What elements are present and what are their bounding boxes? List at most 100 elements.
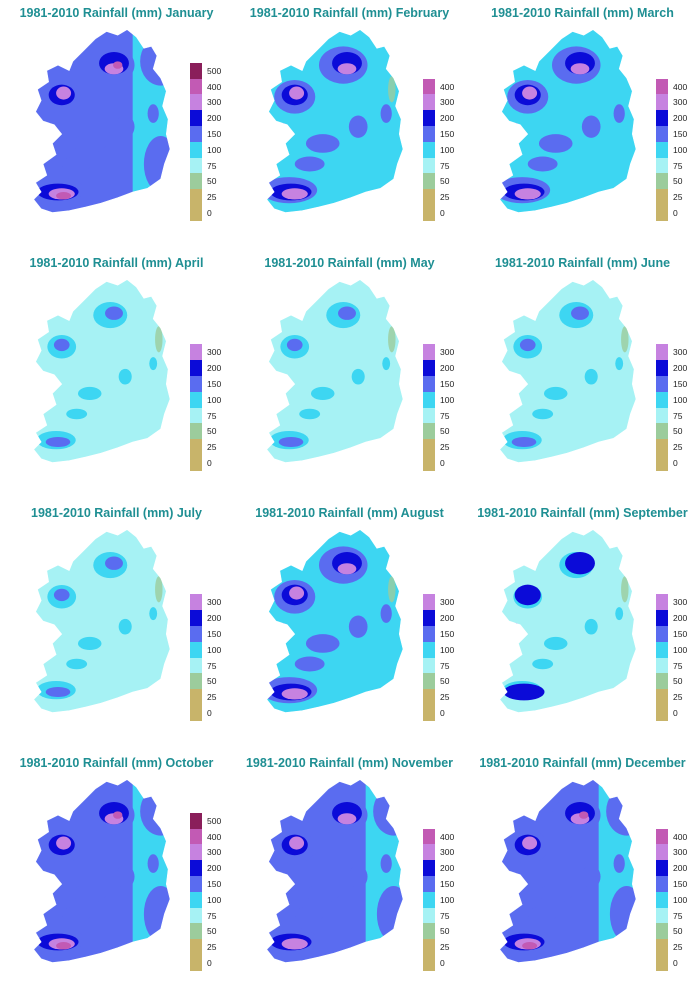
panel-title: 1981-2010 Rainfall (mm) November <box>245 756 454 770</box>
rainfall-zone <box>45 686 71 698</box>
rainfall-zone <box>289 836 305 850</box>
month-panel: 1981-2010 Rainfall (mm) March 400 300 200 15… <box>466 0 699 250</box>
rainfall-zone <box>571 306 589 320</box>
legend-label: 25 <box>673 692 683 703</box>
legend-swatch <box>190 78 202 95</box>
legend-label: 100 <box>207 894 222 905</box>
rainfall-zone <box>337 813 357 825</box>
legend-swatch <box>423 657 435 674</box>
legend-label: 50 <box>207 176 217 187</box>
rainfall-zone <box>509 622 521 635</box>
legend-label: 400 <box>673 81 688 92</box>
rainfall-zone <box>609 886 636 942</box>
legend-label: 50 <box>673 426 683 437</box>
legend-label: 200 <box>673 363 688 374</box>
ireland-rainfall-map <box>266 779 404 963</box>
legend-swatch <box>423 110 435 126</box>
legend-label: 100 <box>673 394 688 405</box>
rainfall-zone <box>388 576 396 603</box>
legend-swatch <box>656 689 668 705</box>
rainfall-zone <box>77 636 102 650</box>
legend-swatch <box>656 939 668 955</box>
rainfall-zone <box>337 63 357 75</box>
legend-label: 25 <box>207 942 217 953</box>
legend-label: 150 <box>673 629 688 639</box>
rainfall-zone <box>511 375 519 382</box>
legend-label: 300 <box>207 347 222 358</box>
legend-swatch <box>190 828 202 845</box>
legend-swatch <box>423 157 435 174</box>
legend-swatch <box>190 110 202 126</box>
legend-label: 0 <box>207 458 212 468</box>
legend-label: 0 <box>440 708 445 718</box>
legend-label: 75 <box>673 660 683 671</box>
panel-title: 1981-2010 Rainfall (mm) March <box>491 6 674 20</box>
rainfall-zone <box>310 386 335 400</box>
rainfall-zone <box>276 622 288 635</box>
legend-swatch <box>656 205 668 221</box>
ireland-rainfall-map <box>499 779 637 963</box>
panel-title: 1981-2010 Rainfall (mm) October <box>19 756 214 770</box>
legend-swatch <box>423 907 435 924</box>
legend-swatch <box>190 891 202 908</box>
legend-swatch <box>190 455 202 471</box>
legend-label: 25 <box>207 692 217 703</box>
rainfall-zone <box>149 357 158 371</box>
rainfall-zone <box>570 63 590 75</box>
rainfall-zone <box>72 134 107 153</box>
legend-swatch <box>656 641 668 658</box>
legend-label: 500 <box>207 65 222 76</box>
panel-title: 1981-2010 Rainfall (mm) June <box>494 256 671 270</box>
rainfall-zone <box>581 115 601 138</box>
rainfall-zone <box>276 872 288 885</box>
legend-swatch <box>190 923 202 940</box>
legend-swatch <box>423 673 435 690</box>
rainfall-zone <box>532 658 554 670</box>
legend-swatch <box>423 455 435 471</box>
legend-label: 75 <box>207 410 217 421</box>
legend-label: 150 <box>440 879 455 889</box>
legend-swatch <box>423 376 435 392</box>
legend-label: 75 <box>440 660 450 671</box>
legend-swatch <box>190 391 202 408</box>
legend-label: 200 <box>207 363 222 374</box>
legend-swatch <box>190 876 202 892</box>
legend-label: 150 <box>207 129 222 139</box>
legend-swatch <box>190 157 202 174</box>
legend-label: 150 <box>440 379 455 389</box>
month-panel: 1981-2010 Rainfall (mm) November 400 300 20… <box>233 750 466 1000</box>
legend-label: 300 <box>207 597 222 608</box>
rainfall-zone <box>61 906 92 922</box>
rainfall-zone <box>337 563 357 575</box>
ireland-rainfall-map <box>499 279 637 463</box>
ireland-rainfall-map <box>266 529 404 713</box>
legend-label: 50 <box>673 176 683 187</box>
rainfall-zone <box>155 576 163 603</box>
legend-label: 0 <box>207 708 212 718</box>
legend-swatch <box>656 360 668 376</box>
rainfall-zone <box>147 854 159 873</box>
month-panel: 1981-2010 Rainfall (mm) December 400 300 20… <box>466 750 699 1000</box>
legend-swatch <box>190 955 202 971</box>
rainfall-zone <box>348 615 368 638</box>
rainfall-zone <box>143 886 170 942</box>
rainfall-zone <box>522 942 538 950</box>
legend-swatch <box>190 189 202 205</box>
ireland-rainfall-map <box>266 279 404 463</box>
coastline <box>499 29 637 213</box>
month-panel: 1981-2010 Rainfall (mm) September 300 200 1… <box>466 500 699 750</box>
rainfall-zone <box>113 811 123 819</box>
legend-label: 75 <box>207 660 217 671</box>
legend-swatch <box>423 126 435 142</box>
panel-title: 1981-2010 Rainfall (mm) May <box>264 256 435 270</box>
legend-label: 200 <box>207 113 222 124</box>
legend-label: 200 <box>440 863 455 874</box>
rainfall-zone <box>77 386 102 400</box>
coastline <box>499 279 637 463</box>
legend-swatch <box>656 94 668 111</box>
rainfall-zone <box>565 552 595 575</box>
rainfall-zone <box>581 865 601 888</box>
coastline <box>33 29 171 213</box>
rainfall-zone <box>105 556 123 570</box>
legend-label: 100 <box>440 644 455 655</box>
